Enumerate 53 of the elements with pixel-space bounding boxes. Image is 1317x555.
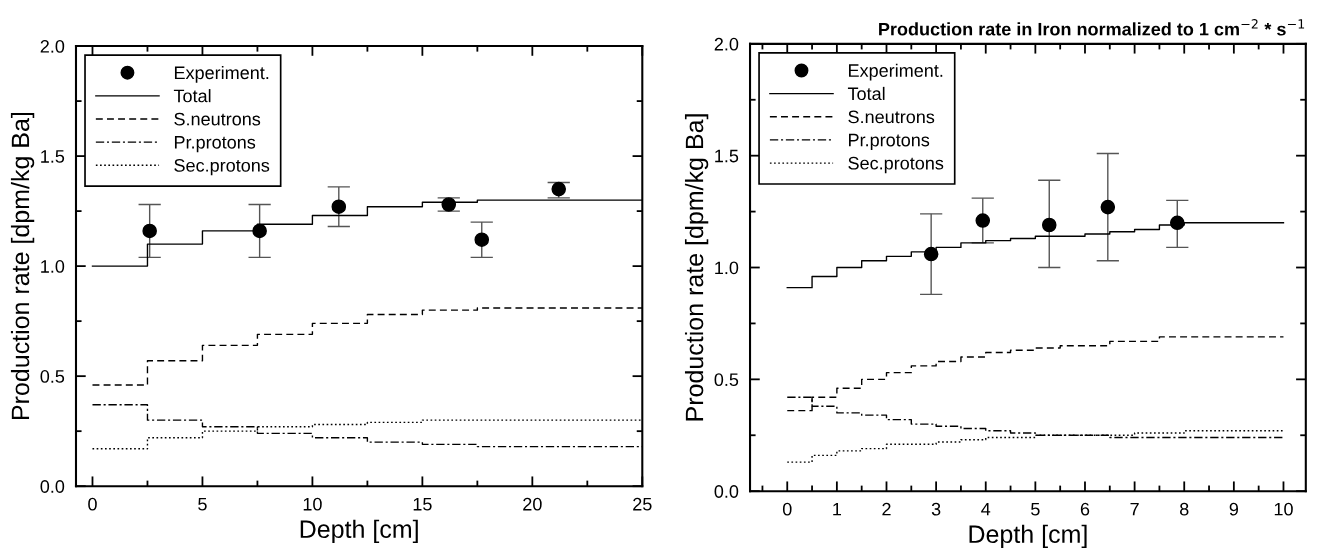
- x-tick-label: 5: [1031, 502, 1040, 516]
- legend-label: Total: [847, 86, 885, 101]
- y-tick-label: 0.5: [714, 373, 739, 387]
- x-tick-label: 0: [782, 502, 792, 516]
- y-tick-label: 1.0: [715, 261, 739, 275]
- x-tick-label: 5: [198, 497, 207, 511]
- legend-label: Experiment.: [849, 63, 943, 81]
- x-tick-label: 20: [523, 497, 542, 511]
- x-tick-label: 8: [1179, 502, 1189, 516]
- point: [474, 232, 490, 247]
- x-tick-label: 15: [413, 497, 432, 511]
- y-tick-label: 1.5: [41, 150, 65, 163]
- x-tick-label: 9: [1229, 502, 1239, 516]
- x-tick-label: 2: [882, 502, 891, 516]
- y-tick-label: 1.5: [715, 149, 739, 163]
- x-tick-label: 0: [88, 497, 97, 511]
- point: [1170, 215, 1185, 231]
- point: [252, 223, 267, 239]
- y-axis-title: Production rate [dpm/kg Ba]: [684, 114, 709, 421]
- legend-label: Pr.protons: [849, 133, 930, 150]
- point: [441, 197, 457, 212]
- y-tick-label: 2.0: [714, 37, 739, 51]
- legend-label: Sec.protons: [174, 159, 270, 176]
- point: [923, 246, 939, 262]
- point: [142, 223, 157, 239]
- y-tick-label: 1.0: [41, 260, 65, 273]
- x-axis-title: Depth [cm]: [300, 519, 418, 543]
- point: [975, 213, 991, 228]
- y-tick-label: 0.0: [714, 485, 739, 498]
- legend-label: S.neutrons: [848, 110, 935, 124]
- legend-label: Pr.protons: [174, 136, 256, 153]
- x-tick-label: 3: [931, 502, 941, 516]
- x-tick-label: 7: [1130, 502, 1139, 516]
- x-tick-label: 1: [833, 502, 842, 516]
- legend-label: S.neutrons: [174, 112, 261, 126]
- legend-label: Sec.protons: [848, 156, 944, 174]
- point: [1041, 217, 1057, 233]
- x-tick-label: 10: [303, 497, 322, 511]
- legend-label: Total: [173, 89, 211, 103]
- y-tick-label: 0.0: [40, 480, 65, 493]
- x-tick-label: 4: [981, 502, 991, 516]
- x-tick-label: 25: [633, 497, 652, 511]
- legend-label: Experiment.: [174, 65, 269, 83]
- point: [1100, 199, 1116, 215]
- y-tick-label: 2.0: [40, 40, 65, 53]
- point: [551, 181, 567, 197]
- chart-title: Production rate in Iron normalized to 1 cm$^{−2}$ * s$^{−1}$: [879, 19, 1305, 36]
- y-axis-title: Production rate [dpm/kg Ba]: [10, 112, 35, 420]
- x-tick-label: 10: [1274, 502, 1293, 516]
- x-axis-title: Depth [cm]: [969, 524, 1087, 548]
- y-tick-label: 0.5: [40, 370, 65, 383]
- point: [331, 199, 347, 214]
- x-tick-label: 6: [1080, 502, 1090, 516]
